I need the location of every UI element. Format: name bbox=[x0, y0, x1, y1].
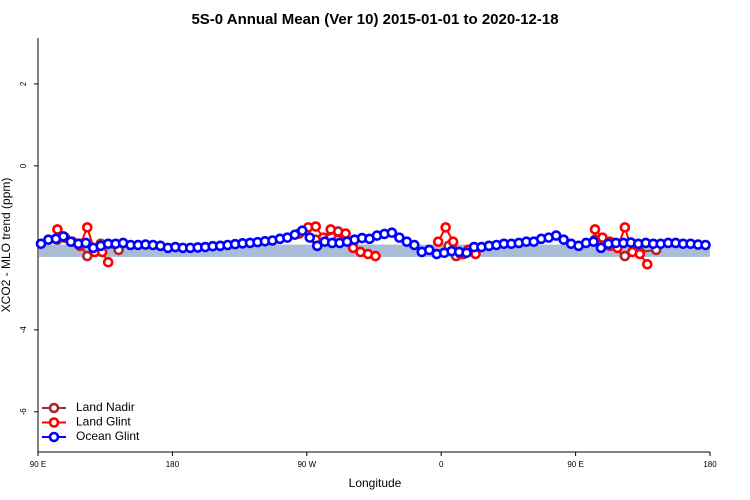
point bbox=[81, 250, 93, 262]
chart-title: 5S-0 Annual Mean (Ver 10) 2015-01-01 to … bbox=[191, 11, 558, 28]
point bbox=[432, 236, 444, 248]
point bbox=[461, 247, 472, 259]
y-tick-label: 0 bbox=[19, 163, 28, 168]
point bbox=[310, 221, 322, 232]
x-tick-label: 0 bbox=[439, 460, 444, 469]
legend-marker bbox=[48, 417, 60, 428]
point bbox=[102, 256, 114, 268]
legend-label: Ocean Glint bbox=[76, 429, 140, 443]
legend-label: Land Glint bbox=[76, 415, 131, 429]
y-tick-label: -4 bbox=[19, 326, 28, 334]
legend-marker bbox=[48, 402, 60, 414]
point bbox=[641, 258, 653, 270]
y-axis-label: XCO2 - MLO trend (ppm) bbox=[0, 178, 13, 313]
point bbox=[447, 236, 459, 248]
point bbox=[35, 238, 47, 250]
point bbox=[595, 242, 607, 254]
x-axis-label: Longitude bbox=[349, 476, 402, 490]
x-tick-label: 180 bbox=[703, 460, 717, 469]
point bbox=[588, 236, 599, 248]
point bbox=[325, 224, 336, 235]
point bbox=[619, 222, 631, 233]
y-tick-label: 2 bbox=[19, 81, 28, 86]
point bbox=[80, 237, 92, 249]
point bbox=[700, 239, 711, 251]
point bbox=[386, 227, 398, 239]
point bbox=[58, 231, 69, 242]
point bbox=[550, 230, 562, 241]
point bbox=[597, 232, 608, 243]
point bbox=[423, 244, 435, 256]
legend-marker bbox=[48, 431, 60, 443]
point bbox=[370, 250, 381, 262]
point bbox=[394, 232, 405, 243]
point bbox=[289, 229, 301, 241]
point bbox=[634, 248, 646, 260]
point bbox=[619, 250, 631, 262]
point bbox=[409, 239, 420, 251]
x-tick-label: 90 E bbox=[30, 460, 46, 469]
point bbox=[440, 222, 451, 233]
y-tick-label: -6 bbox=[19, 408, 28, 416]
point bbox=[558, 234, 569, 245]
point bbox=[52, 224, 63, 235]
point bbox=[340, 228, 351, 239]
x-tick-label: 90 E bbox=[567, 460, 583, 469]
point bbox=[589, 224, 601, 235]
point bbox=[297, 225, 308, 236]
point bbox=[311, 240, 323, 252]
legend-label: Land Nadir bbox=[76, 400, 135, 414]
x-tick-label: 180 bbox=[166, 460, 180, 469]
point bbox=[81, 222, 93, 233]
point bbox=[304, 232, 316, 243]
x-tick-label: 90 W bbox=[297, 460, 316, 469]
